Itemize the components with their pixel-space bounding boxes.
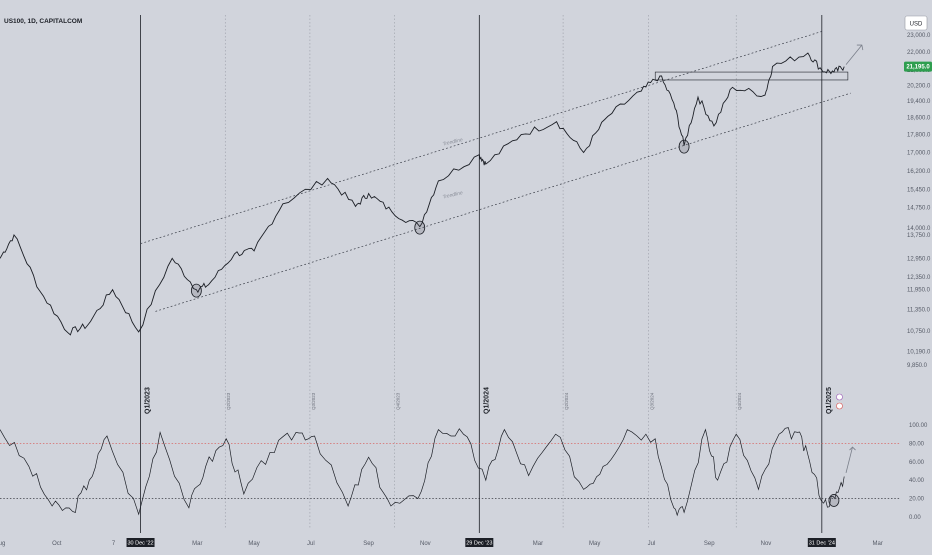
price-layer — [0, 44, 864, 410]
price-tick-label: 15,450.0 — [907, 188, 931, 194]
x-tick-label: May — [248, 541, 259, 547]
price-tick-label: 18,600.0 — [907, 115, 931, 121]
price-badge — [904, 61, 932, 72]
price-tick-label: 14,750.0 — [907, 206, 931, 212]
quarter-mark-label: Q3/2023 — [311, 392, 316, 410]
rsi-arrow-head — [849, 446, 856, 451]
date-badge-label: 30 Dec '22 — [127, 541, 153, 547]
price-tick-label: 17,800.0 — [907, 133, 931, 139]
rsi-tick-label: 80.00 — [909, 441, 925, 447]
rsi-tick-label: 100.00 — [909, 423, 928, 429]
price-tick-label: 23,000.0 — [907, 33, 931, 39]
price-tick-label: 12,950.0 — [907, 256, 931, 262]
price-tick-label: 17,000.0 — [907, 150, 931, 156]
date-badge — [126, 538, 155, 547]
rsi-pivot-circle — [828, 494, 840, 507]
currency-label: USD — [910, 22, 923, 28]
date-badge — [807, 538, 836, 547]
rsi-line — [0, 427, 845, 517]
price-tick-label: 10,750.0 — [907, 329, 931, 335]
price-tick-label: 19,400.0 — [907, 99, 931, 105]
event-icon[interactable] — [836, 402, 843, 410]
rsi-tick-label: 0.00 — [909, 515, 921, 521]
x-tick-label: Jul — [648, 541, 656, 547]
axis-layer: 23,000.022,000.021,000.020,200.019,400.0… — [0, 33, 931, 547]
price-tick-label: 16,200.0 — [907, 169, 931, 175]
channel-layer: Trendline Trendline — [140, 31, 851, 312]
price-tick-label: 12,350.0 — [907, 275, 931, 281]
x-tick-label: Aug — [0, 541, 5, 547]
rsi-tick-label: 40.00 — [909, 478, 925, 484]
quarter-mark-label: Q2/2024 — [564, 392, 569, 410]
price-tick-label: 11,950.0 — [907, 288, 931, 294]
x-tick-label: Sep — [704, 541, 715, 547]
trendline-label: Trendline — [442, 190, 464, 201]
price-projection-arrow — [845, 44, 863, 65]
x-tick-label: Mar — [533, 541, 543, 547]
price-badge-label: 21,195.0 — [906, 65, 930, 71]
price-tick-label: 14,000.0 — [907, 226, 931, 232]
pivot-circle — [190, 283, 202, 298]
x-tick-label: May — [589, 541, 600, 547]
date-badge-label: 31 Dec '24 — [809, 541, 835, 547]
x-tick-label: 7 — [112, 541, 116, 547]
quarter-mark-label: Q4/2024 — [737, 392, 742, 410]
x-tick-label: Oct — [52, 541, 62, 547]
x-tick-label: Sep — [363, 541, 374, 547]
currency-button[interactable] — [904, 15, 928, 31]
quarter-mark-label: Q3/2024 — [650, 392, 655, 410]
quarter-label: Q1/2023 — [145, 387, 152, 414]
price-tick-label: 10,190.0 — [907, 350, 931, 356]
quarter-label: Q1/2024 — [483, 387, 490, 414]
symbol-label: US100, 1D, CAPITALCOM — [4, 18, 82, 25]
rsi-layer — [0, 427, 900, 517]
quarter-mark-label: Q2/2023 — [226, 392, 231, 410]
date-badge-label: 29 Dec '23 — [466, 541, 492, 547]
quarter-mark-label: Q4/2023 — [396, 392, 401, 410]
x-tick-label: Jul — [307, 541, 315, 547]
channel-upper-line — [140, 31, 822, 244]
price-tick-label: 22,000.0 — [907, 50, 931, 56]
event-icon[interactable] — [836, 393, 843, 401]
quarter-label: Q1/2025 — [826, 387, 833, 414]
price-tick-label: 20,200.0 — [907, 83, 931, 89]
trendline-label: Trendline — [442, 137, 464, 148]
resistance-box — [654, 71, 849, 81]
rsi-tick-label: 60.00 — [909, 460, 925, 466]
x-tick-label: Mar — [192, 541, 202, 547]
rsi-tick-label: 20.00 — [909, 497, 925, 503]
x-tick-label: Nov — [761, 541, 772, 547]
date-badge — [465, 538, 494, 547]
rsi-projection-arrow — [845, 446, 853, 473]
pivot-circle — [678, 139, 690, 154]
price-line — [0, 52, 845, 336]
price-tick-label: 11,350.0 — [907, 308, 931, 314]
x-tick-label: Nov — [420, 541, 431, 547]
price-tick-label: 9,850.0 — [907, 363, 928, 369]
price-arrow-head — [856, 44, 864, 51]
price-tick-label: 13,750.0 — [907, 233, 931, 239]
x-tick-label: Mar — [872, 541, 882, 547]
channel-lower-line — [155, 92, 851, 312]
pivot-circle — [414, 220, 426, 235]
